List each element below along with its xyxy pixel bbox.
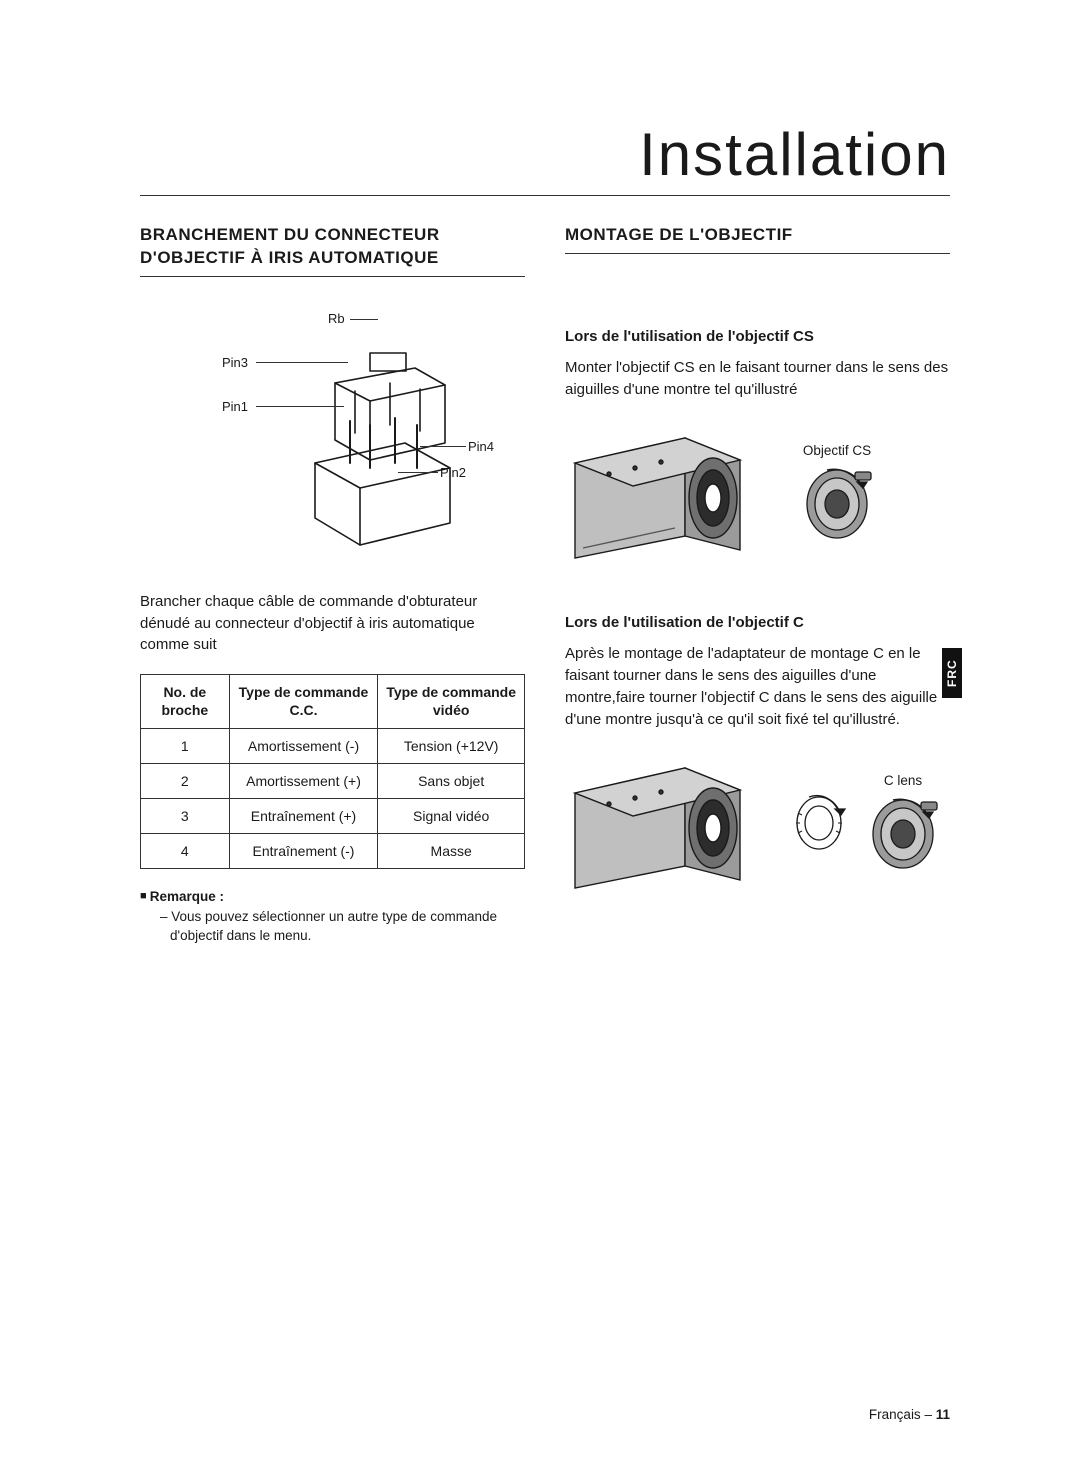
c-lens-icon	[863, 794, 943, 874]
th-cc: Type de commande C.C.	[229, 675, 378, 728]
label-pin4: Pin4	[468, 439, 494, 454]
label-rb: Rb	[328, 311, 345, 326]
left-column: BRANCHEMENT DU CONNECTEUR D'OBJECTIF À I…	[140, 224, 525, 946]
left-paragraph: Brancher chaque câble de commande d'obtu…	[140, 591, 525, 656]
right-column: MONTAGE DE L'OBJECTIF Lors de l'utilisat…	[565, 224, 950, 946]
language-tab: FRC	[942, 648, 962, 698]
label-pin2: Pin2	[440, 465, 466, 480]
cs-text: Monter l'objectif CS en le faisant tourn…	[565, 357, 950, 401]
note-body: Vous pouvez sélectionner un autre type d…	[160, 907, 525, 946]
left-heading: BRANCHEMENT DU CONNECTEUR D'OBJECTIF À I…	[140, 224, 525, 277]
cell: Masse	[378, 834, 525, 869]
note-title: Remarque :	[140, 887, 525, 907]
table-row: 1 Amortissement (-) Tension (+12V)	[141, 728, 525, 763]
c-illustration-row: C lens	[565, 748, 950, 898]
camera-icon	[565, 418, 775, 568]
camera-icon	[565, 748, 775, 898]
c-text: Après le montage de l'adaptateur de mont…	[565, 643, 950, 730]
table-row: 3 Entraînement (+) Signal vidéo	[141, 798, 525, 833]
footer-lang: Français –	[869, 1407, 932, 1422]
cell: 2	[141, 763, 230, 798]
th-video: Type de commande vidéo	[378, 675, 525, 728]
cell: Signal vidéo	[378, 798, 525, 833]
pin-table: No. de broche Type de commande C.C. Type…	[140, 674, 525, 869]
cell: 1	[141, 728, 230, 763]
cs-lens-icon	[797, 464, 877, 544]
page-title: Installation	[140, 120, 950, 196]
cell: Tension (+12V)	[378, 728, 525, 763]
cell: Sans objet	[378, 763, 525, 798]
right-heading: MONTAGE DE L'OBJECTIF	[565, 224, 950, 254]
label-pin3: Pin3	[222, 355, 248, 370]
table-header-row: No. de broche Type de commande C.C. Type…	[141, 675, 525, 728]
label-pin1: Pin1	[222, 399, 248, 414]
c-mount-ring-icon	[789, 793, 849, 853]
cell: Amortissement (+)	[229, 763, 378, 798]
connector-diagram: Rb Pin3 Pin1 Pin4 Pin2	[220, 313, 510, 573]
cs-lens-label: Objectif CS	[797, 443, 877, 458]
cell: 4	[141, 834, 230, 869]
c-lens-label: C lens	[863, 773, 943, 788]
cs-subheading: Lors de l'utilisation de l'objectif CS	[565, 328, 950, 345]
cell: Entraînement (-)	[229, 834, 378, 869]
table-row: 4 Entraînement (-) Masse	[141, 834, 525, 869]
footer-page-number: 11	[936, 1407, 950, 1422]
c-subheading: Lors de l'utilisation de l'objectif C	[565, 614, 950, 631]
cs-illustration-row: Objectif CS	[565, 418, 950, 568]
th-pin-no: No. de broche	[141, 675, 230, 728]
table-row: 2 Amortissement (+) Sans objet	[141, 763, 525, 798]
cell: Amortissement (-)	[229, 728, 378, 763]
cell: Entraînement (+)	[229, 798, 378, 833]
note-block: Remarque : Vous pouvez sélectionner un a…	[140, 887, 525, 946]
cell: 3	[141, 798, 230, 833]
page-footer: Français – 11	[869, 1407, 950, 1422]
